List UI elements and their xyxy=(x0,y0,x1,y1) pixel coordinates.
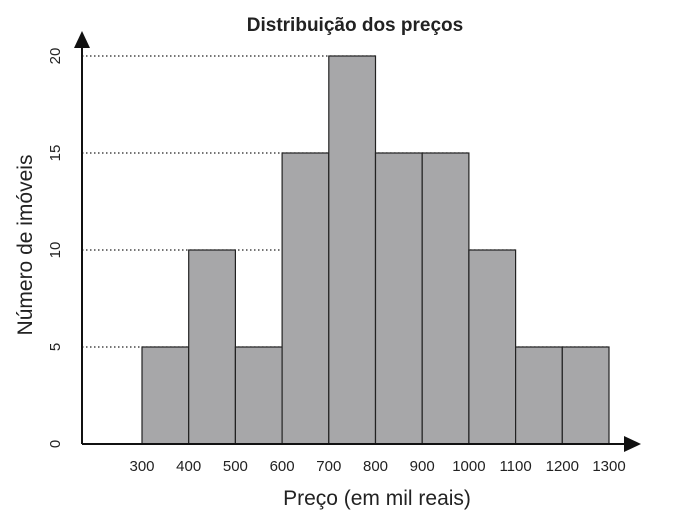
x-tick-900: 900 xyxy=(410,458,435,475)
x-tick-700: 700 xyxy=(316,458,341,475)
y-tick-15: 15 xyxy=(47,145,64,162)
y-tick-5: 5 xyxy=(47,343,64,351)
x-tick-1200: 1200 xyxy=(546,458,579,475)
bars xyxy=(141,55,610,445)
bar-600-700 xyxy=(281,152,330,445)
y-tick-0: 0 xyxy=(47,440,64,448)
bar-1100-1200 xyxy=(514,346,563,445)
x-tick-600: 600 xyxy=(270,458,295,475)
bar-1200-1300 xyxy=(561,346,610,445)
x-tick-labels: 300 400 500 600 700 800 900 1000 1100 1200 1300 xyxy=(129,458,625,475)
x-tick-500: 500 xyxy=(223,458,248,475)
bar-300-400 xyxy=(141,346,190,445)
x-tick-400: 400 xyxy=(176,458,201,475)
bar-400-500 xyxy=(188,249,236,445)
y-tick-20: 20 xyxy=(47,48,64,65)
x-tick-300: 300 xyxy=(129,458,154,475)
y-tick-labels: 0 5 10 15 20 xyxy=(47,48,64,449)
bar-1000-1100 xyxy=(468,249,517,445)
x-tick-1300: 1300 xyxy=(592,458,625,475)
x-tick-1000: 1000 xyxy=(452,458,485,475)
x-axis-arrow xyxy=(624,436,641,452)
chart-title: Distribuição dos preços xyxy=(247,15,463,36)
x-axis-label: Preço (em mil reais) xyxy=(283,487,471,510)
bar-800-900 xyxy=(374,152,423,445)
bar-900-1000 xyxy=(421,152,470,445)
axes xyxy=(74,31,641,452)
bar-700-800 xyxy=(328,55,377,445)
y-tick-10: 10 xyxy=(47,242,64,259)
bar-500-600 xyxy=(234,346,283,445)
x-tick-1100: 1100 xyxy=(499,458,531,475)
y-axis-arrow xyxy=(74,31,90,48)
x-tick-800: 800 xyxy=(363,458,388,475)
y-axis-label: Número de imóveis xyxy=(14,155,37,336)
